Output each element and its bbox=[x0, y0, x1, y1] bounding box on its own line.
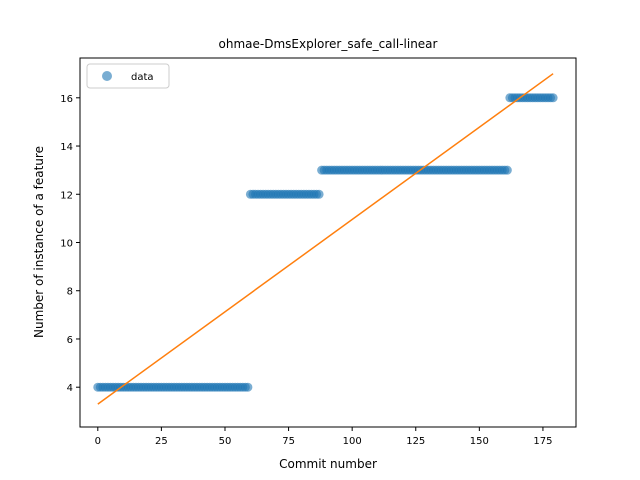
data-point bbox=[502, 165, 512, 175]
y-axis-ticks: 4 6 8 10 12 14 16 bbox=[60, 94, 80, 394]
x-tick-label: 100 bbox=[343, 436, 362, 447]
y-tick-label: 4 bbox=[67, 383, 73, 394]
x-tick-label: 50 bbox=[219, 436, 232, 447]
fit-line bbox=[97, 73, 554, 405]
x-tick-label: 125 bbox=[406, 436, 425, 447]
data-point bbox=[314, 189, 324, 199]
legend-marker bbox=[102, 71, 112, 81]
y-tick-label: 6 bbox=[67, 335, 73, 346]
x-axis-ticks: 0 25 50 75 100 125 150 175 bbox=[95, 427, 552, 447]
y-tick-label: 12 bbox=[60, 190, 73, 201]
y-tick-label: 10 bbox=[60, 239, 73, 250]
data-point bbox=[243, 382, 253, 392]
y-axis-label: Number of instance of a feature bbox=[32, 146, 46, 338]
x-tick-label: 75 bbox=[282, 436, 295, 447]
chart-title: ohmae-DmsExplorer_safe_call-linear bbox=[219, 37, 438, 51]
x-tick-label: 0 bbox=[95, 436, 101, 447]
y-tick-label: 8 bbox=[67, 287, 73, 298]
plot-area bbox=[93, 73, 558, 405]
x-tick-label: 150 bbox=[470, 436, 489, 447]
y-tick-label: 16 bbox=[60, 94, 73, 105]
plot-frame bbox=[79, 57, 577, 428]
legend: data bbox=[86, 63, 170, 89]
x-tick-label: 25 bbox=[155, 436, 168, 447]
data-point bbox=[548, 93, 558, 103]
legend-box bbox=[86, 63, 170, 89]
x-axis-label: Commit number bbox=[279, 457, 377, 471]
x-tick-label: 175 bbox=[533, 436, 552, 447]
y-tick-label: 14 bbox=[60, 142, 73, 153]
legend-label: data bbox=[131, 72, 154, 83]
